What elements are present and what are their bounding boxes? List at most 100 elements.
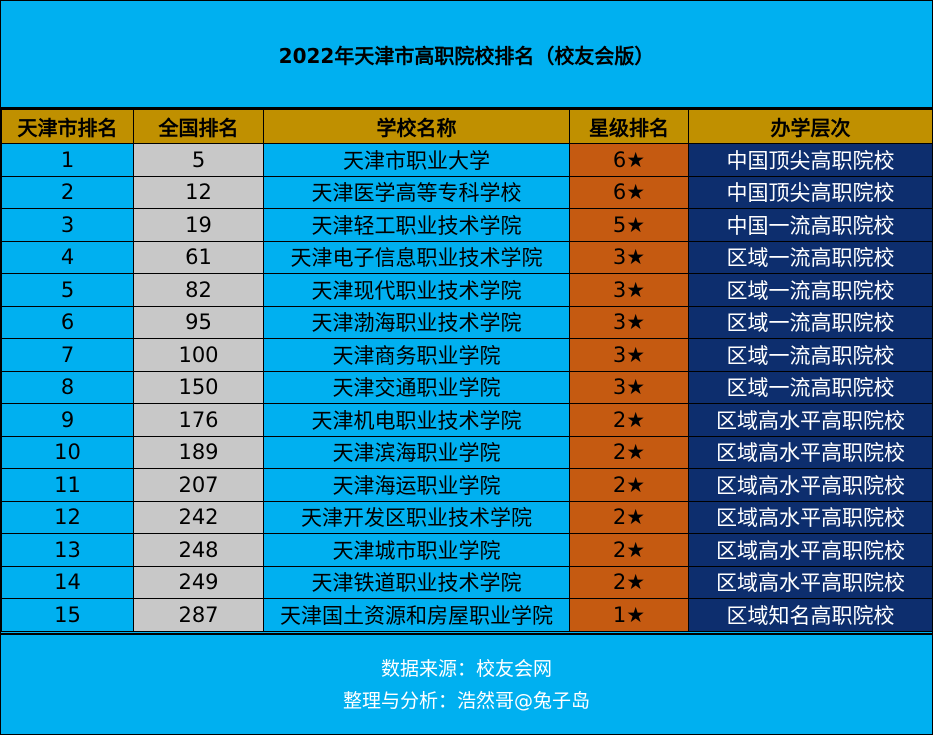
level-cell: 区域高水平高职院校 (688, 565, 933, 599)
school-name-cell: 天津城市职业学院 (263, 533, 570, 567)
school-name-cell: 天津国土资源和房屋职业学院 (263, 598, 570, 632)
city-rank-cell: 1 (1, 143, 134, 177)
star-rank-cell: 6★ (569, 175, 689, 209)
school-name-cell: 天津市职业大学 (263, 143, 570, 177)
star-rank-cell: 3★ (569, 273, 689, 307)
table-row: 11 207 天津海运职业学院 2★ 区域高水平高职院校 (1, 468, 933, 502)
city-rank-cell: 5 (1, 273, 134, 307)
national-rank-cell: 287 (133, 598, 264, 632)
level-cell: 中国顶尖高职院校 (688, 143, 933, 177)
star-rank-cell: 3★ (569, 240, 689, 274)
table-header-row: 天津市排名 全国排名 学校名称 星级排名 办学层次 (1, 109, 933, 144)
national-rank-cell: 189 (133, 435, 264, 469)
national-rank-cell: 248 (133, 533, 264, 567)
star-rank-cell: 2★ (569, 403, 689, 437)
level-cell: 中国一流高职院校 (688, 208, 933, 242)
star-rank-cell: 2★ (569, 565, 689, 599)
level-cell: 区域高水平高职院校 (688, 435, 933, 469)
national-rank-cell: 82 (133, 273, 264, 307)
table-row: 8 150 天津交通职业学院 3★ 区域一流高职院校 (1, 370, 933, 404)
page-title: 2022年天津市高职院校排名（校友会版） (1, 1, 932, 109)
star-rank-cell: 6★ (569, 143, 689, 177)
star-rank-cell: 2★ (569, 500, 689, 534)
school-name-cell: 天津滨海职业学院 (263, 435, 570, 469)
footer: 数据来源：校友会网 整理与分析：浩然哥@兔子岛 (1, 633, 932, 734)
national-rank-cell: 150 (133, 370, 264, 404)
school-name-cell: 天津轻工职业技术学院 (263, 208, 570, 242)
school-name-cell: 天津交通职业学院 (263, 370, 570, 404)
table-row: 4 61 天津电子信息职业技术学院 3★ 区域一流高职院校 (1, 240, 933, 274)
ranking-table: 天津市排名 全国排名 学校名称 星级排名 办学层次 1 5 天津市职业大学 6★ 中国顶… (1, 109, 933, 632)
table-row: 10 189 天津滨海职业学院 2★ 区域高水平高职院校 (1, 435, 933, 469)
header-national-rank: 全国排名 (133, 109, 264, 144)
school-name-cell: 天津海运职业学院 (263, 468, 570, 502)
star-rank-cell: 3★ (569, 338, 689, 372)
city-rank-cell: 4 (1, 240, 134, 274)
city-rank-cell: 14 (1, 565, 134, 599)
school-name-cell: 天津电子信息职业技术学院 (263, 240, 570, 274)
table-row: 13 248 天津城市职业学院 2★ 区域高水平高职院校 (1, 533, 933, 567)
level-cell: 区域高水平高职院校 (688, 468, 933, 502)
table-row: 9 176 天津机电职业技术学院 2★ 区域高水平高职院校 (1, 403, 933, 437)
star-rank-cell: 2★ (569, 533, 689, 567)
level-cell: 区域一流高职院校 (688, 240, 933, 274)
city-rank-cell: 7 (1, 338, 134, 372)
school-name-cell: 天津商务职业学院 (263, 338, 570, 372)
city-rank-cell: 12 (1, 500, 134, 534)
data-source-note: 数据来源：校友会网 (380, 657, 552, 680)
level-cell: 区域知名高职院校 (688, 598, 933, 632)
city-rank-cell: 8 (1, 370, 134, 404)
school-name-cell: 天津机电职业技术学院 (263, 403, 570, 437)
star-rank-cell: 3★ (569, 305, 689, 339)
table-row: 3 19 天津轻工职业技术学院 5★ 中国一流高职院校 (1, 208, 933, 242)
national-rank-cell: 19 (133, 208, 264, 242)
national-rank-cell: 207 (133, 468, 264, 502)
header-star-rank: 星级排名 (569, 109, 689, 144)
city-rank-cell: 11 (1, 468, 134, 502)
header-school-name: 学校名称 (263, 109, 570, 144)
level-cell: 区域一流高职院校 (688, 338, 933, 372)
school-name-cell: 天津铁道职业技术学院 (263, 565, 570, 599)
star-rank-cell: 2★ (569, 468, 689, 502)
star-rank-cell: 5★ (569, 208, 689, 242)
school-name-cell: 天津现代职业技术学院 (263, 273, 570, 307)
star-rank-cell: 2★ (569, 435, 689, 469)
table-row: 14 249 天津铁道职业技术学院 2★ 区域高水平高职院校 (1, 565, 933, 599)
header-level: 办学层次 (688, 109, 933, 144)
school-name-cell: 天津渤海职业技术学院 (263, 305, 570, 339)
school-name-cell: 天津医学高等专科学校 (263, 175, 570, 209)
table-row: 12 242 天津开发区职业技术学院 2★ 区域高水平高职院校 (1, 500, 933, 534)
school-name-cell: 天津开发区职业技术学院 (263, 500, 570, 534)
table-row: 6 95 天津渤海职业技术学院 3★ 区域一流高职院校 (1, 305, 933, 339)
level-cell: 区域一流高职院校 (688, 370, 933, 404)
city-rank-cell: 10 (1, 435, 134, 469)
table-row: 1 5 天津市职业大学 6★ 中国顶尖高职院校 (1, 143, 933, 177)
level-cell: 区域一流高职院校 (688, 305, 933, 339)
national-rank-cell: 176 (133, 403, 264, 437)
author-note: 整理与分析：浩然哥@兔子岛 (342, 689, 590, 712)
header-city-rank: 天津市排名 (1, 109, 134, 144)
national-rank-cell: 12 (133, 175, 264, 209)
national-rank-cell: 5 (133, 143, 264, 177)
level-cell: 区域一流高职院校 (688, 273, 933, 307)
national-rank-cell: 249 (133, 565, 264, 599)
national-rank-cell: 95 (133, 305, 264, 339)
national-rank-cell: 242 (133, 500, 264, 534)
level-cell: 中国顶尖高职院校 (688, 175, 933, 209)
city-rank-cell: 6 (1, 305, 134, 339)
table-row: 7 100 天津商务职业学院 3★ 区域一流高职院校 (1, 338, 933, 372)
table-row: 5 82 天津现代职业技术学院 3★ 区域一流高职院校 (1, 273, 933, 307)
table-row: 15 287 天津国土资源和房屋职业学院 1★ 区域知名高职院校 (1, 598, 933, 632)
city-rank-cell: 9 (1, 403, 134, 437)
national-rank-cell: 61 (133, 240, 264, 274)
level-cell: 区域高水平高职院校 (688, 533, 933, 567)
table-row: 2 12 天津医学高等专科学校 6★ 中国顶尖高职院校 (1, 175, 933, 209)
city-rank-cell: 15 (1, 598, 134, 632)
city-rank-cell: 2 (1, 175, 134, 209)
city-rank-cell: 13 (1, 533, 134, 567)
star-rank-cell: 1★ (569, 598, 689, 632)
city-rank-cell: 3 (1, 208, 134, 242)
level-cell: 区域高水平高职院校 (688, 403, 933, 437)
star-rank-cell: 3★ (569, 370, 689, 404)
